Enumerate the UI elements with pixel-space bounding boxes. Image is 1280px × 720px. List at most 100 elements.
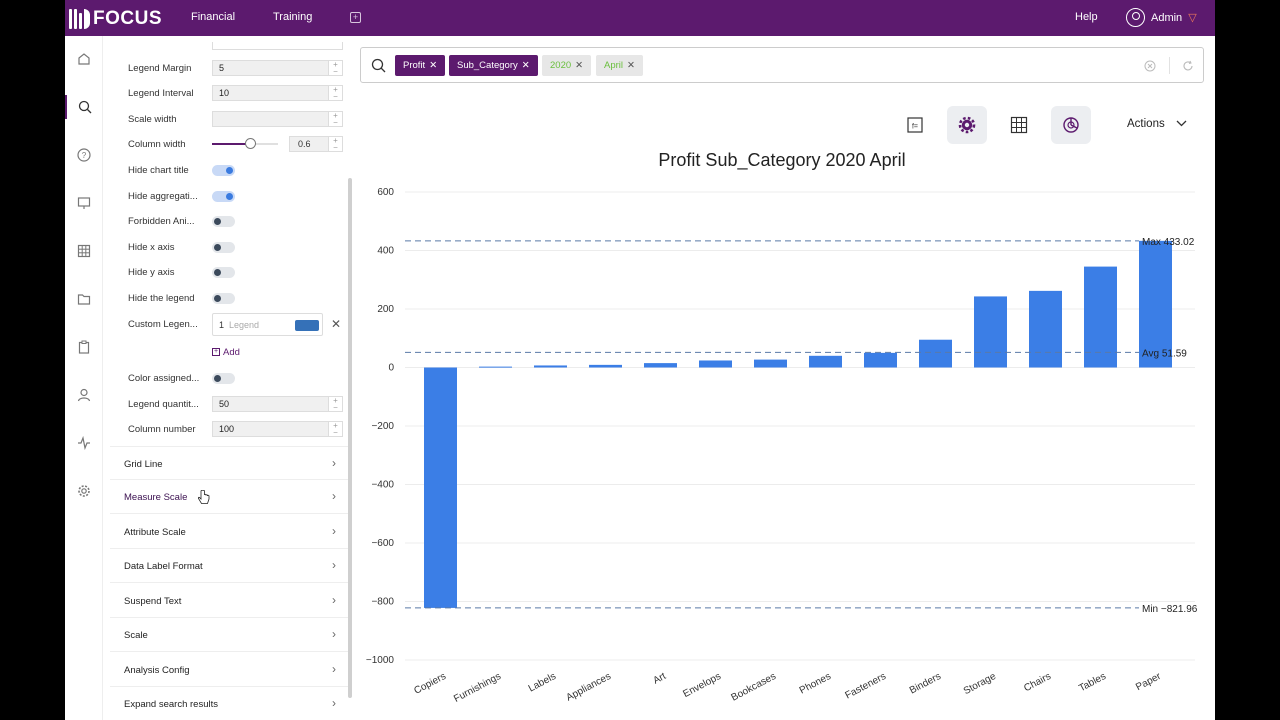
chevron-right-icon: › xyxy=(332,524,336,538)
section-attribute-scale[interactable]: Attribute Scale › xyxy=(110,515,350,549)
legend-interval-stepper[interactable]: + − xyxy=(329,85,343,101)
section-expand-search-results[interactable]: Expand search results › xyxy=(110,687,350,720)
column-width-input[interactable]: 0.6 xyxy=(289,136,329,152)
legend-placeholder: Legend xyxy=(229,320,260,330)
custom-legend-row: Custom Legen... 1 Legend ✕ xyxy=(110,313,353,336)
bar xyxy=(644,363,677,368)
legend-interval-input[interactable]: 10 xyxy=(212,85,329,101)
column-number-input[interactable]: 100 xyxy=(212,421,329,437)
legend-quantity-stepper[interactable]: + − xyxy=(329,396,343,412)
add-legend-row: + Add xyxy=(110,342,353,362)
add-tab-icon[interactable]: + xyxy=(350,12,361,23)
add-legend-button[interactable]: + Add xyxy=(212,347,240,358)
panel-scrollbar[interactable] xyxy=(348,178,352,698)
search-chip-sub-category[interactable]: Sub_Category ✕ xyxy=(449,55,538,76)
section-title: Suspend Text xyxy=(124,596,182,607)
chip-remove-icon[interactable]: ✕ xyxy=(627,60,635,71)
hide-legend-toggle[interactable] xyxy=(212,292,235,304)
table-view-button[interactable] xyxy=(999,106,1039,144)
column-number-stepper[interactable]: + − xyxy=(329,421,343,437)
chip-remove-icon[interactable]: ✕ xyxy=(521,60,530,71)
table-icon[interactable] xyxy=(65,239,103,263)
slider-handle[interactable] xyxy=(245,138,256,149)
svg-text:f=: f= xyxy=(912,124,918,131)
x-tick-label: Paper xyxy=(1134,671,1163,694)
nav-training[interactable]: Training xyxy=(273,11,313,23)
logo[interactable]: FOCUS xyxy=(69,8,162,30)
column-width-slider[interactable] xyxy=(212,138,278,149)
color-assigned-toggle[interactable] xyxy=(212,372,235,384)
actions-label: Actions xyxy=(1127,118,1165,130)
custom-legend-input[interactable]: 1 Legend xyxy=(212,313,323,336)
remove-legend-icon[interactable]: ✕ xyxy=(331,317,342,331)
home-icon[interactable] xyxy=(65,47,103,71)
section-grid-line[interactable]: Grid Line › xyxy=(110,446,350,480)
hide-x-axis-toggle[interactable] xyxy=(212,241,235,253)
clipboard-icon[interactable] xyxy=(65,335,103,359)
left-rail: ? xyxy=(65,36,103,720)
chart-type-button[interactable] xyxy=(1051,106,1091,144)
legend-margin-input[interactable]: 5 xyxy=(212,60,329,76)
column-width-stepper[interactable]: + − xyxy=(329,136,343,152)
chevron-right-icon: › xyxy=(332,456,336,470)
section-analysis-config[interactable]: Analysis Config › xyxy=(110,653,350,687)
clear-search-icon[interactable] xyxy=(1144,60,1156,72)
bar xyxy=(699,360,732,368)
scale-width-row: Scale width + − xyxy=(110,109,353,129)
pulse-icon[interactable] xyxy=(65,431,103,455)
hide-y-axis-toggle[interactable] xyxy=(212,266,235,278)
y-tick-label: −800 xyxy=(371,597,394,608)
search-chip-2020[interactable]: 2020 ✕ xyxy=(542,55,592,76)
legend-quantity-label: Legend quantit... xyxy=(128,398,199,410)
logo-text: FOCUS xyxy=(93,8,162,29)
bar xyxy=(534,365,567,368)
bar xyxy=(1029,290,1062,368)
actions-dropdown[interactable]: Actions xyxy=(1127,118,1187,130)
bar xyxy=(479,366,512,368)
section-measure-scale[interactable]: Measure Scale › xyxy=(110,480,350,514)
search-chip-profit[interactable]: Profit ✕ xyxy=(395,55,446,76)
refresh-icon[interactable] xyxy=(1182,60,1194,72)
x-tick-label: Labels xyxy=(527,671,558,695)
forbidden-animation-toggle[interactable] xyxy=(212,215,235,227)
legend-margin-stepper[interactable]: + − xyxy=(329,60,343,76)
x-tick-label: Copiers xyxy=(412,671,448,697)
settings-button[interactable] xyxy=(947,106,987,144)
forbidden-animation-row: Forbidden Ani... xyxy=(110,211,353,231)
chip-label: 2020 xyxy=(550,60,572,71)
hand-cursor-icon xyxy=(198,490,210,504)
presentation-icon[interactable] xyxy=(65,191,103,215)
chip-remove-icon[interactable]: ✕ xyxy=(429,60,438,71)
chip-remove-icon[interactable]: ✕ xyxy=(575,60,584,71)
hide-x-axis-row: Hide x axis xyxy=(110,237,353,257)
hide-aggregation-toggle[interactable] xyxy=(212,190,235,202)
formula-button[interactable]: f= xyxy=(895,106,935,144)
scale-width-stepper[interactable]: + − xyxy=(329,111,343,127)
nav-financial[interactable]: Financial xyxy=(191,11,236,23)
help-icon[interactable]: ? xyxy=(65,143,103,167)
legend-quantity-input[interactable]: 50 xyxy=(212,396,329,412)
section-title: Measure Scale xyxy=(124,492,188,503)
legend-margin-label: Legend Margin xyxy=(128,62,192,74)
x-tick-label: Appliances xyxy=(565,671,613,704)
search-icon[interactable] xyxy=(65,95,103,119)
user-menu[interactable]: Admin ▽ xyxy=(1126,8,1197,27)
help-link[interactable]: Help xyxy=(1075,11,1098,23)
legend-color-swatch[interactable] xyxy=(295,320,319,331)
chevron-down-icon xyxy=(1176,121,1187,127)
folder-icon[interactable] xyxy=(65,287,103,311)
gear-icon[interactable] xyxy=(65,479,103,503)
section-scale[interactable]: Scale › xyxy=(110,618,350,652)
section-suspend-text[interactable]: Suspend Text › xyxy=(110,584,350,618)
chevron-right-icon: › xyxy=(332,593,336,607)
section-title: Analysis Config xyxy=(124,665,190,676)
divider xyxy=(1169,57,1170,74)
color-assigned-label: Color assigned... xyxy=(128,372,200,384)
search-bar[interactable]: Profit ✕ Sub_Category ✕ 2020 ✕ April ✕ xyxy=(360,47,1204,83)
hide-chart-title-toggle[interactable] xyxy=(212,164,235,176)
section-data-label-format[interactable]: Data Label Format › xyxy=(110,549,350,583)
search-chip-april[interactable]: April ✕ xyxy=(596,55,643,76)
search-icon xyxy=(371,58,386,73)
user-icon[interactable] xyxy=(65,383,103,407)
scale-width-input[interactable] xyxy=(212,111,329,127)
